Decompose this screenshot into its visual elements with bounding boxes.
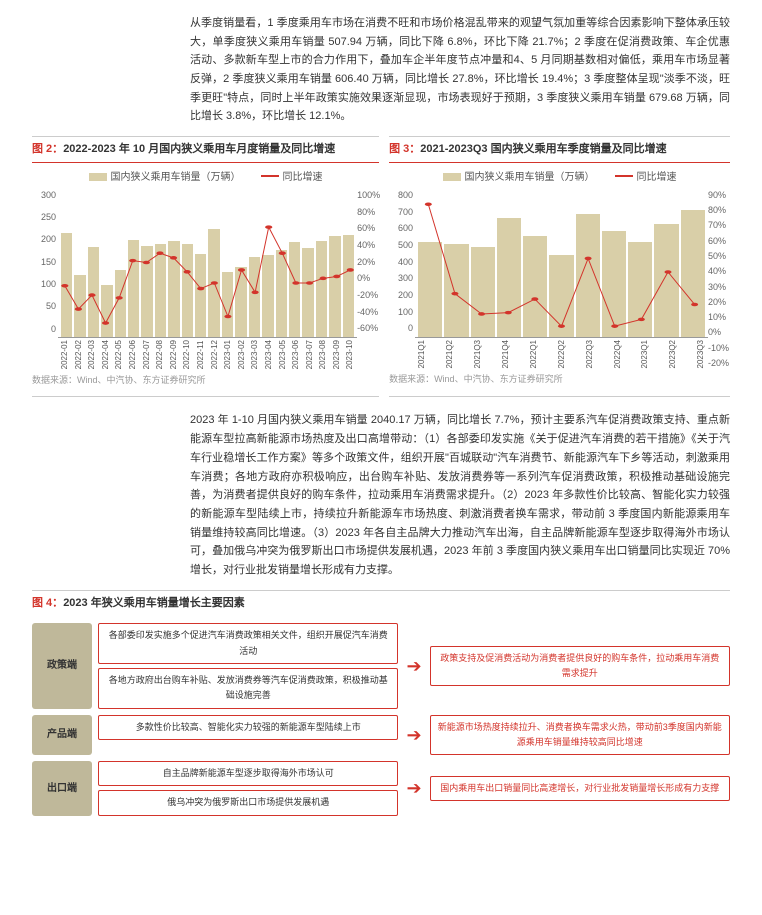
factor-right-item: 国内乘用车出口销量同比高速增长，对行业批发销量增长形成有力支撑 xyxy=(430,776,730,801)
figure-4: 图 4：2023 年狭义乘用车销量增长主要因素 政策端 各部委印发实施多个促进汽… xyxy=(0,590,762,836)
factor-left-item: 各地方政府出台购车补贴、发放消费券等汽车促消费政策，积极推动基础设施完善 xyxy=(98,668,398,709)
chart3-legend: 国内狭义乘用车销量（万辆） 同比增速 xyxy=(389,163,730,188)
paragraph-2: 2023 年 1-10 月国内狭义乘用车销量 2040.17 万辆，同比增长 7… xyxy=(0,397,762,589)
factor-label: 产品端 xyxy=(32,715,92,756)
arrow-icon: ➔ xyxy=(398,761,429,816)
line-legend-icon xyxy=(615,175,633,177)
chart3-title: 图 3：2021-2023Q3 国内狭义乘用车季度销量及同比增速 xyxy=(389,136,730,163)
factor-row: 产品端 多款性价比较高、智能化实力较强的新能源车型陆续上市 ➔ 新能源市场热度持… xyxy=(32,715,730,756)
chart2-legend: 国内狭义乘用车销量（万辆） 同比增速 xyxy=(32,163,379,188)
chart-2: 图 2：2022-2023 年 10 月国内狭义乘用车月度销量及同比增速 国内狭… xyxy=(32,136,379,397)
factor-right-item: 新能源市场热度持续拉升、消费者换车需求火热，带动前3季度国内新能源乘用车销量维持… xyxy=(430,715,730,756)
factor-left-item: 多款性价比较高、智能化实力较强的新能源车型陆续上市 xyxy=(98,715,398,740)
factor-row: 出口端 自主品牌新能源车型逐步取得海外市场认可俄乌冲突为俄罗斯出口市场提供发展机… xyxy=(32,761,730,816)
arrow-icon: ➔ xyxy=(398,623,429,708)
chart3-source: 数据来源：Wind、中汽协、东方证券研究所 xyxy=(389,368,730,396)
charts-row: 图 2：2022-2023 年 10 月国内狭义乘用车月度销量及同比增速 国内狭… xyxy=(0,136,762,397)
chart-3: 图 3：2021-2023Q3 国内狭义乘用车季度销量及同比增速 国内狭义乘用车… xyxy=(389,136,730,397)
factor-left-item: 自主品牌新能源车型逐步取得海外市场认可 xyxy=(98,761,398,786)
factor-left-item: 俄乌冲突为俄罗斯出口市场提供发展机遇 xyxy=(98,790,398,815)
arrow-icon: ➔ xyxy=(398,715,429,756)
factor-row: 政策端 各部委印发实施多个促进汽车消费政策相关文件，组织开展促汽车消费活动各地方… xyxy=(32,623,730,708)
chart2-title: 图 2：2022-2023 年 10 月国内狭义乘用车月度销量及同比增速 xyxy=(32,136,379,163)
factor-right-item: 政策支持及促消费活动为消费者提供良好的购车条件，拉动乘用车消费需求提升 xyxy=(430,646,730,687)
line-legend-icon xyxy=(261,175,279,177)
fig4-title: 图 4：2023 年狭义乘用车销量增长主要因素 xyxy=(32,590,730,616)
factor-left-item: 各部委印发实施多个促进汽车消费政策相关文件，组织开展促汽车消费活动 xyxy=(98,623,398,664)
bar-legend-icon xyxy=(443,173,461,181)
bar-legend-icon xyxy=(89,173,107,181)
chart2-area: 300250200150100500 100%80%60%40%20%0%-20… xyxy=(58,188,357,338)
factor-label: 出口端 xyxy=(32,761,92,816)
paragraph-1: 从季度销量看，1 季度乘用车市场在消费不旺和市场价格混乱带来的观望气氛加重等综合… xyxy=(0,0,762,136)
factor-label: 政策端 xyxy=(32,623,92,708)
chart2-source: 数据来源：Wind、中汽协、东方证券研究所 xyxy=(32,369,379,397)
chart3-area: 8007006005004003002001000 90%80%70%60%50… xyxy=(415,188,708,338)
